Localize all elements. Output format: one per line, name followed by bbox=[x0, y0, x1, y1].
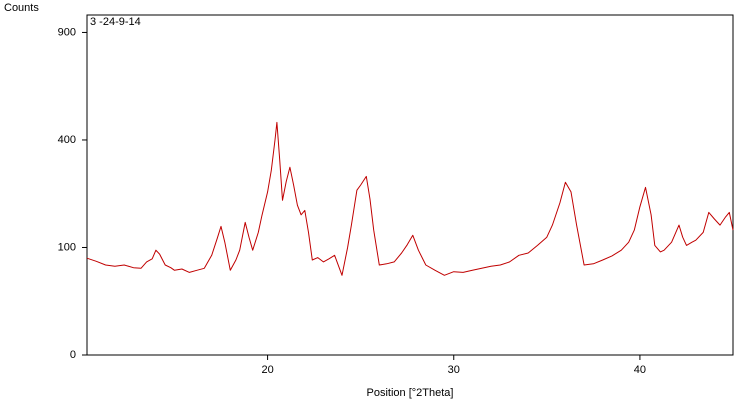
x-axis-title: Position [°2Theta] bbox=[367, 387, 454, 399]
y-tick-label: 100 bbox=[58, 241, 76, 253]
y-tick-label: 900 bbox=[58, 26, 76, 38]
data-line bbox=[86, 121, 734, 276]
y-tick-label: 0 bbox=[70, 349, 76, 361]
sample-label: 3 -24-9-14 bbox=[90, 16, 141, 28]
x-tick-label: 30 bbox=[448, 364, 460, 376]
plot-frame bbox=[86, 14, 734, 356]
y-tick-label: 400 bbox=[58, 134, 76, 146]
x-tick-label: 20 bbox=[261, 364, 273, 376]
x-tick-label: 40 bbox=[634, 364, 646, 376]
y-axis-title: Counts bbox=[4, 2, 39, 14]
